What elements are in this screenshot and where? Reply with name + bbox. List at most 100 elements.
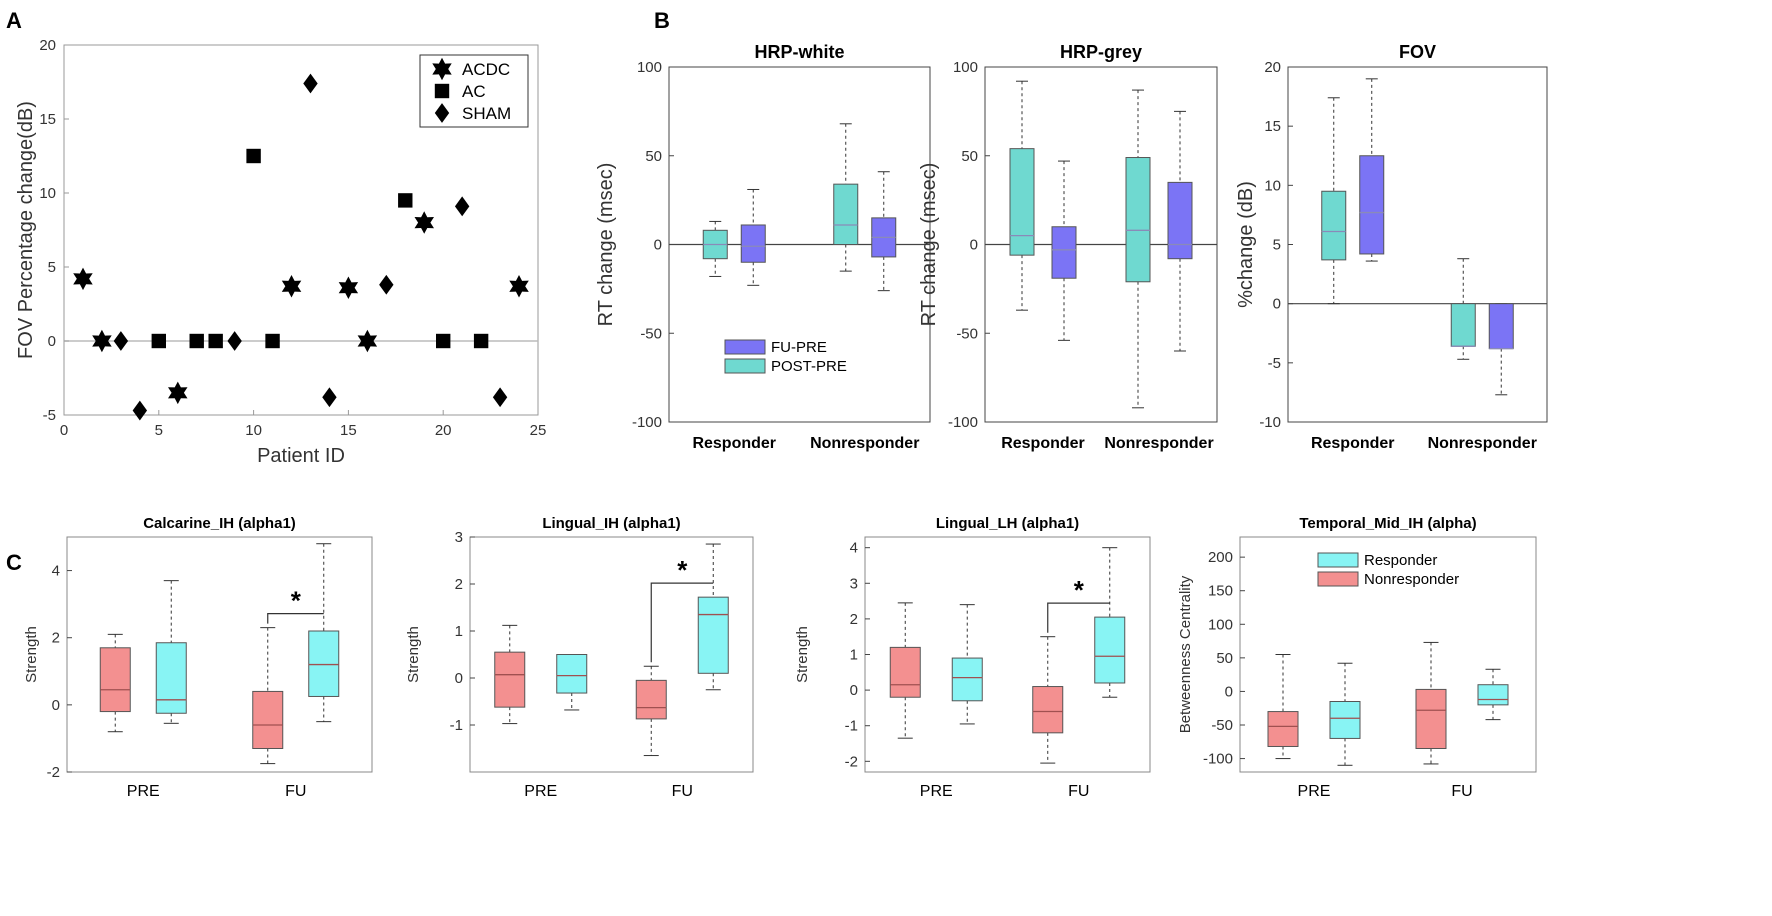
box-nonresponder-fu [635,679,667,720]
y-tick-label: -2 [845,753,858,770]
box-post-pre-nonresponder [1125,157,1151,283]
sham-point [322,387,337,408]
box-nonresponder-pre [494,651,526,708]
box-responder-pre [951,657,983,702]
legend-label-sham: SHAM [462,104,511,123]
x-category-label: PRE [524,783,557,800]
box-responder-fu [1094,616,1126,684]
sham-point [492,387,508,408]
y-tick-label: 0 [1225,683,1233,700]
panel-letter-a: A [6,8,22,33]
significance-bracket [267,613,324,624]
x-category-label: FU [285,783,306,800]
plot-frame [66,536,373,773]
ac-point [265,333,280,349]
y-tick-label: 15 [1264,118,1281,135]
panel-b-hrp-white: -100 -50 0 50 100 HRP-white RT change (msec) Re… [595,42,931,452]
sham-point [132,400,148,421]
y-tick-label: 150 [1208,583,1233,600]
sham-point [303,73,318,94]
x-category-label: Nonresponder [810,435,919,452]
sham-point [454,196,470,217]
acdc-point [357,329,378,353]
panel-c-temporal-mid: -100 -50 0 50 100 150 200 Temporal_Mid_IH (alph… [1177,515,1537,800]
legend-marker-sham [434,103,450,123]
sham-point [379,274,394,295]
x-tick-label: 0 [60,422,68,439]
y-tick-label: 5 [48,259,56,276]
y-tick-label: 15 [39,111,56,128]
y-tick-label: 4 [52,563,60,580]
box-nonresponder-fu [1032,686,1064,734]
y-tick-label: 10 [1264,177,1281,194]
box-responder-pre [1329,701,1361,739]
y-tick-label: -5 [43,407,56,424]
x-category-label: Nonresponder [1428,435,1537,452]
x-category-label: PRE [127,783,160,800]
y-axis-label: RT change (msec) [595,163,617,327]
x-category-label: FU [1451,783,1472,800]
sham-point [227,331,242,351]
y-tick-label: 20 [1264,59,1281,76]
legend-marker-acdc [432,57,452,81]
acdc-point [73,267,93,291]
y-tick-label: -1 [845,718,858,735]
x-category-label: PRE [1298,783,1331,800]
y-tick-label: -2 [47,764,60,781]
y-tick-label: 3 [455,529,463,546]
legend-swatch-nonresponder [1317,571,1359,587]
significance-star: * [291,586,302,616]
ac-point [208,333,223,349]
x-tick-label: 25 [530,422,547,439]
y-tick-label: 50 [645,148,662,165]
y-tick-label: 100 [637,59,662,76]
y-tick-label: 2 [52,630,60,647]
y-tick-label: 10 [39,185,56,202]
y-tick-label: -5 [1268,355,1281,372]
x-category-label: Responder [692,435,776,452]
chart-title: Lingual_LH (alpha1) [936,515,1079,532]
legend-swatch-fu-pre [724,339,766,355]
y-tick-label: 3 [850,575,858,592]
chart-title: HRP-white [755,42,845,62]
x-category-label: PRE [920,783,953,800]
box-responder-pre [155,642,187,714]
box-nonresponder-fu [1415,688,1447,750]
legend-label-post-pre: POST-PRE [771,358,847,375]
box-nonresponder-pre [1267,711,1299,747]
legend-label-acdc: ACDC [462,60,510,79]
significance-bracket [1047,602,1110,633]
legend-label-ac: AC [462,82,486,101]
chart-title: Temporal_Mid_IH (alpha) [1299,515,1476,532]
sham-point [113,331,129,351]
y-tick-label: -50 [1211,717,1233,734]
x-category-label: Nonresponder [1104,435,1213,452]
x-tick-label: 10 [245,422,262,439]
y-tick-label: 0 [654,237,662,254]
y-axis-label: FOV Percentage change(dB) [15,101,37,359]
ac-point [436,333,451,349]
legend-label-fu-pre: FU-PRE [771,339,827,356]
box-responder-fu [1477,684,1509,706]
box-responder-pre [556,654,588,694]
y-axis-label: Strength [23,626,40,683]
y-tick-label: 50 [961,148,978,165]
y-tick-label: 4 [850,540,858,557]
acdc-point [414,211,434,234]
y-tick-label: -50 [956,325,978,342]
panel-letter-b: B [654,8,670,33]
significance-bracket [650,582,714,663]
box-post-pre-nonresponder [1450,303,1476,347]
y-axis-label: Strength [794,626,811,683]
x-tick-label: 15 [340,422,357,439]
ac-point [246,148,261,164]
acdc-point [281,275,302,298]
ac-point [151,333,166,349]
y-tick-label: -100 [632,414,662,431]
panel-c-lingual-ih: -1 0 1 2 3 Lingual_IH (alpha1) Strength PRE FU * [405,515,754,800]
y-tick-label: 0 [1273,296,1281,313]
box-fu-pre-nonresponder [1167,181,1193,260]
ac-point [189,333,204,349]
